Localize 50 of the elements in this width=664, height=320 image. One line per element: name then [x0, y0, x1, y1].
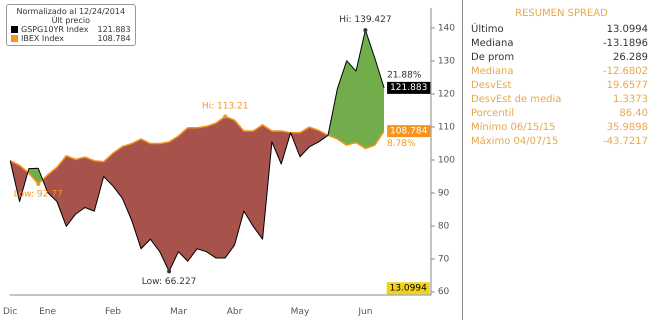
x-tick-label: Jun [357, 306, 372, 317]
y-tick-label: 90 [438, 188, 450, 198]
category-label: Último [471, 23, 504, 37]
text: 108.784 [98, 34, 131, 43]
y-tick-label: 140 [438, 24, 456, 34]
category-label: De prom [471, 51, 514, 65]
text: 13.0994 [390, 284, 428, 294]
text: -12.6802 [603, 66, 648, 77]
text: 1.3373 [613, 94, 648, 105]
y-tick-label: 130 [438, 56, 456, 66]
text: 35.9898 [606, 122, 648, 133]
x-tick-label: Dic [2, 306, 18, 317]
point [223, 114, 228, 118]
category-label: Mínimo 06/15/15 [471, 121, 556, 135]
x-tick-label: May [290, 306, 310, 317]
legend-label: IBEX Index [21, 34, 65, 43]
text: 86.40 [619, 108, 648, 119]
category-label: Porcentil [471, 107, 514, 121]
y-tick-label: 60 [438, 287, 450, 298]
category-label: Mediana [471, 65, 514, 79]
x-tick-label: Abr [226, 306, 243, 317]
category-label: Máximo 04/07/15 [471, 135, 558, 149]
text: 19.6577 [606, 80, 648, 91]
text: 26.289 [613, 52, 648, 63]
annotation: Hi: 113.21 [202, 101, 249, 112]
point [36, 182, 40, 186]
data-label: 121.883 [390, 83, 428, 94]
x-tick-label: Ene [39, 306, 56, 317]
text: 121.883 [98, 25, 131, 34]
category-label: DesvEst de media [471, 93, 562, 107]
legend-title: Normalizado al 12/24/2014 Últ precio [16, 7, 126, 25]
y-tick-label: 100 [438, 155, 456, 166]
annotation: 8.78% [387, 138, 416, 149]
category-label: DesvEst [471, 79, 512, 93]
annotation: Low: 66.227 [142, 277, 196, 288]
y-tick-label: 80 [438, 221, 450, 232]
x-tick-label: Mar [170, 306, 188, 317]
y-tick-label: 70 [438, 254, 450, 264]
text: 13.0994 [606, 24, 648, 35]
x-tick-label: Feb [105, 306, 122, 317]
legend-label: GSPG10YR Index [21, 25, 88, 34]
data-label: 108.784 [390, 126, 428, 136]
y-tick-label: 120 [438, 89, 456, 100]
annotation: Hi: 139.427 [339, 14, 392, 25]
text: -43.7217 [603, 136, 648, 147]
category-label: Mediana [471, 37, 514, 51]
text: -13.1896 [603, 38, 648, 49]
text: RESUMEN SPREAD [514, 8, 609, 19]
y-tick-label: 110 [438, 122, 456, 132]
annotation: 21.88% [387, 70, 422, 81]
